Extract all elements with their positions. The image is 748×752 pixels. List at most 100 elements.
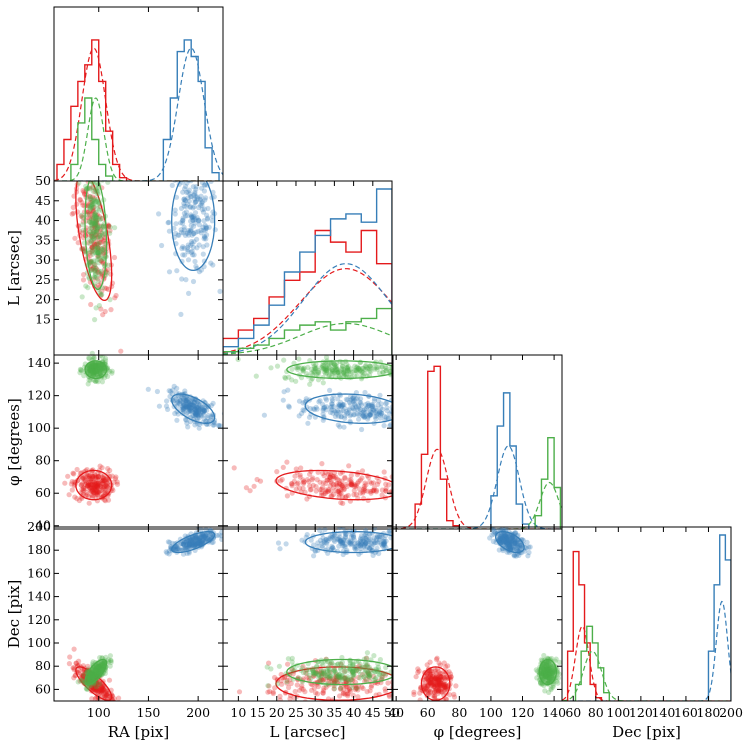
x-tick-label-dec: 60 <box>565 705 581 720</box>
gaussian-fit-red-dec <box>562 625 731 701</box>
scatter-points-green <box>76 181 118 355</box>
x-tick-label-ra: 100 <box>87 705 111 720</box>
y-tick-label-L: 45 <box>35 193 51 208</box>
x-tick-label-L: 45 <box>365 705 381 720</box>
x-tick-label-dec: 100 <box>606 705 630 720</box>
x-tick-label-L: 40 <box>346 705 362 720</box>
x-tick-label-phi: 100 <box>479 705 503 720</box>
covariance-ellipse-blue <box>171 393 216 424</box>
x-tick-label-L: 25 <box>288 705 304 720</box>
gaussian-fit-red-L <box>223 268 392 354</box>
gaussian-fit-green-ra <box>54 97 223 181</box>
y-tick-label-dec: 160 <box>27 565 51 580</box>
y-tick-label-dec: 100 <box>27 635 51 650</box>
gaussian-fit-green-phi <box>393 481 562 529</box>
histogram-green-phi <box>534 437 562 529</box>
histogram-red-dec <box>566 550 603 701</box>
panel-L-phi <box>222 354 393 530</box>
x-tick-label-L: 20 <box>269 705 285 720</box>
x-tick-label-phi: 80 <box>451 705 467 720</box>
x-tick-label-L: 10 <box>230 705 246 720</box>
x-tick-label-dec: 180 <box>697 705 721 720</box>
y-tick-label-L: 50 <box>35 173 51 188</box>
y-tick-label-dec: 120 <box>27 612 51 627</box>
x-tick-label-ra: 200 <box>186 705 210 720</box>
covariance-ellipse-green <box>538 658 557 686</box>
y-tick-label-L: 20 <box>35 292 51 307</box>
x-tick-label-L: 30 <box>307 705 323 720</box>
x-tick-label-dec: 120 <box>629 705 653 720</box>
histogram-green-L <box>223 307 392 355</box>
covariance-ellipse-red <box>75 469 113 501</box>
covariance-ellipse-green <box>84 360 108 380</box>
scatter-points-green <box>235 355 392 387</box>
histogram-blue-dec <box>707 534 731 701</box>
histogram-blue-L <box>223 188 392 355</box>
x-tick-label-phi: 120 <box>511 705 535 720</box>
histogram-blue-ra <box>162 39 220 181</box>
histogram-green-dec <box>574 625 611 701</box>
panel-L-L <box>222 180 393 356</box>
y-tick-label-phi: 80 <box>35 453 51 468</box>
y-tick-label-phi: 100 <box>27 420 51 435</box>
gaussian-fit-green-dec <box>562 650 731 701</box>
panel-ra-dec: 100 150 200 60 80 100 120 140 160 180 200 <box>27 519 224 720</box>
covariance-ellipse-green <box>84 181 108 290</box>
histogram-red-ra <box>56 39 128 181</box>
panel-L-dec: 10 15 20 25 30 35 40 45 50 <box>222 526 400 720</box>
panel-ra-phi: 40 60 80 100 120 140 <box>27 354 224 533</box>
gaussian-fit-green-L <box>223 322 392 355</box>
histogram-blue-phi <box>490 392 530 529</box>
x-tick-label-ra: 150 <box>137 705 161 720</box>
x-tick-label-dec: 200 <box>719 705 743 720</box>
x-tick-label-L: 35 <box>326 705 342 720</box>
y-axis-label-phi: φ [degrees] <box>5 398 23 486</box>
covariance-ellipse-blue <box>171 181 216 272</box>
y-tick-label-dec: 60 <box>35 681 51 696</box>
scatter-points-red <box>231 459 392 506</box>
histogram-green-ra <box>70 97 114 181</box>
covariance-ellipse-green <box>286 360 392 380</box>
x-tick-label-L: 50 <box>384 705 400 720</box>
covariance-ellipse-red <box>275 469 392 501</box>
y-tick-label-dec: 200 <box>27 519 51 534</box>
covariance-ellipse-blue <box>304 393 392 424</box>
panel-frame <box>561 526 732 702</box>
covariance-ellipse-blue <box>495 530 525 554</box>
histogram-red-L <box>223 229 392 355</box>
x-tick-label-dec: 140 <box>651 705 675 720</box>
y-tick-label-phi: 140 <box>27 355 51 370</box>
y-tick-label-phi: 60 <box>35 485 51 500</box>
panel-frame <box>222 180 393 356</box>
y-tick-label-L: 35 <box>35 232 51 247</box>
scatter-points-blue <box>487 527 533 559</box>
y-tick-label-L: 25 <box>35 272 51 287</box>
x-axis-label-ra: RA [pix] <box>108 723 169 741</box>
y-tick-label-L: 40 <box>35 213 51 228</box>
y-axis-label-L: L [arcsec] <box>5 230 23 306</box>
covariance-ellipse-blue <box>171 530 216 554</box>
y-tick-label-dec: 180 <box>27 542 51 557</box>
scatter-points-blue <box>261 387 392 433</box>
scatter-points-red <box>62 463 121 506</box>
x-tick-label-phi: 40 <box>388 705 404 720</box>
x-axis-label-dec: Dec [pix] <box>612 723 681 741</box>
gaussian-fit-blue-phi <box>393 445 562 529</box>
scatter-points-blue <box>145 383 223 431</box>
x-tick-label-dec: 160 <box>674 705 698 720</box>
scatter-points-green <box>533 652 562 696</box>
histogram-red-phi <box>414 365 461 529</box>
scatter-points-blue <box>156 181 223 317</box>
x-axis-label-L: L [arcsec] <box>270 723 346 741</box>
scatter-points-red <box>411 655 459 701</box>
y-tick-label-L: 15 <box>35 311 51 326</box>
covariance-ellipse-red <box>420 666 451 701</box>
y-tick-label-L: 30 <box>35 252 51 267</box>
y-tick-label-dec: 80 <box>35 658 51 673</box>
covariance-ellipse-green <box>286 658 392 686</box>
panel-phi-dec: 40 60 80 100 120 140 <box>388 526 566 720</box>
y-tick-label-phi: 120 <box>27 388 51 403</box>
covariance-ellipse-green <box>84 658 108 686</box>
